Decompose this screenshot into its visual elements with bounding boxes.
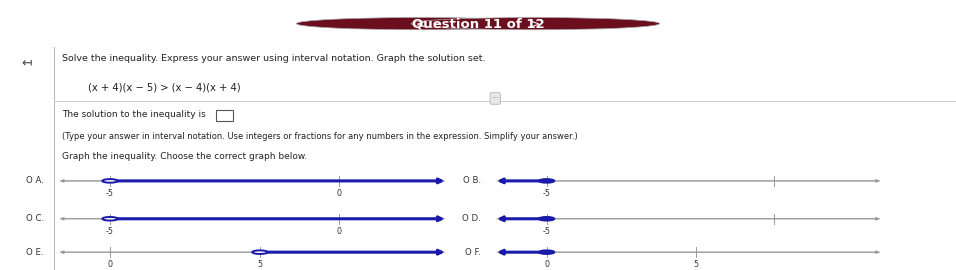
Text: -5: -5 (106, 189, 114, 198)
Text: O A.: O A. (26, 176, 44, 185)
Circle shape (539, 250, 554, 254)
Text: ···: ··· (491, 94, 499, 103)
Text: (x + 4)(x − 5) > (x − 4)(x + 4): (x + 4)(x − 5) > (x − 4)(x + 4) (88, 83, 241, 93)
Circle shape (252, 250, 268, 254)
Text: O E.: O E. (27, 248, 44, 257)
Text: Graph the inequality. Choose the correct graph below.: Graph the inequality. Choose the correct… (62, 152, 308, 161)
Text: 5: 5 (257, 260, 263, 269)
Circle shape (539, 179, 554, 183)
Text: The solution to the inequality is: The solution to the inequality is (62, 110, 206, 119)
Text: -5: -5 (543, 227, 551, 235)
Circle shape (102, 179, 118, 183)
Text: O C.: O C. (26, 214, 44, 223)
Text: This quiz: 12 point(s) possible: This quiz: 12 point(s) possible (795, 8, 942, 18)
Text: e 3 Quiz: e 3 Quiz (14, 17, 68, 30)
Text: >: > (531, 17, 540, 30)
Text: This question: 1 point(s) possible: This question: 1 point(s) possible (780, 29, 942, 39)
Text: O F.: O F. (466, 248, 481, 257)
Text: (Type your answer in interval notation. Use integers or fractions for any number: (Type your answer in interval notation. … (62, 132, 577, 141)
Circle shape (296, 18, 545, 30)
Text: -5: -5 (106, 227, 114, 235)
Text: O B.: O B. (463, 176, 481, 185)
Text: <: < (416, 17, 425, 30)
Text: -5: -5 (543, 189, 551, 198)
Text: 0: 0 (337, 189, 341, 198)
Text: 5: 5 (693, 260, 698, 269)
Text: 0: 0 (544, 260, 549, 269)
Text: 0: 0 (337, 227, 341, 235)
Text: O D.: O D. (462, 214, 481, 223)
Circle shape (102, 217, 118, 221)
Text: 0: 0 (107, 260, 113, 269)
Text: ↤: ↤ (22, 56, 32, 69)
Circle shape (539, 217, 554, 221)
Circle shape (411, 18, 660, 30)
Text: Question 11 of 12: Question 11 of 12 (412, 17, 544, 30)
FancyBboxPatch shape (216, 110, 233, 121)
Text: Solve the inequality. Express your answer using interval notation. Graph the sol: Solve the inequality. Express your answe… (62, 54, 486, 63)
